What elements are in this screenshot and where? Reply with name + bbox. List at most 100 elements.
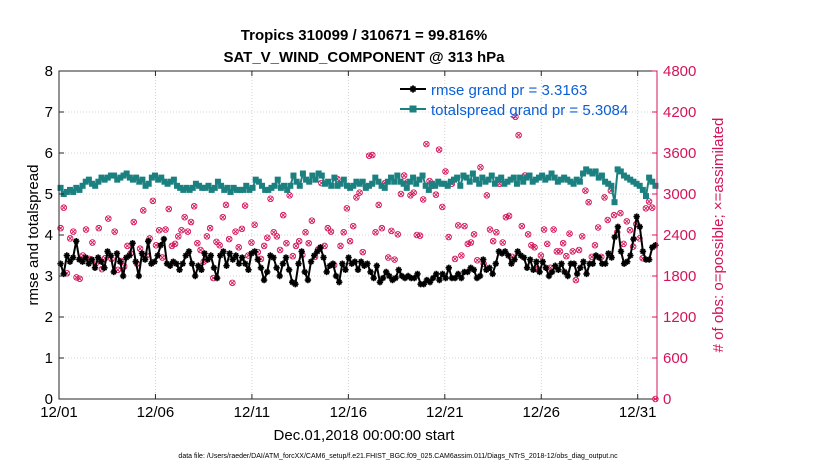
obs-assimilated-cross xyxy=(357,190,363,196)
obs-assimilated-cross xyxy=(560,240,566,246)
obs-assimilated-cross xyxy=(220,214,226,220)
rmse-point xyxy=(577,264,584,271)
obs-count-marker xyxy=(569,248,576,255)
rmse-point xyxy=(536,268,543,276)
rmse-point xyxy=(69,254,77,261)
totalspread-point xyxy=(57,184,64,191)
left-y-tick-label: 8 xyxy=(45,63,53,80)
left-y-tick-label: 5 xyxy=(45,186,53,203)
rmse-point xyxy=(370,274,377,282)
obs-count-marker xyxy=(280,211,287,219)
totalspread-point xyxy=(350,182,357,189)
right-y-tick-label: 4200 xyxy=(663,104,696,121)
totalspread-point xyxy=(454,174,461,181)
rmse-point xyxy=(617,248,625,255)
obs-count-marker xyxy=(384,254,392,261)
obs-possible-circle xyxy=(493,229,500,236)
totalspread-point xyxy=(343,182,350,189)
obs-possible-circle xyxy=(524,231,532,238)
obs-possible-circle xyxy=(280,211,287,219)
obs-possible-circle xyxy=(458,252,465,259)
totalspread-point xyxy=(435,178,442,185)
obs-assimilated-cross xyxy=(627,227,633,233)
rmse-point xyxy=(511,256,518,263)
obs-possible-circle xyxy=(66,235,74,242)
obs-possible-circle xyxy=(190,203,198,210)
obs-count-marker xyxy=(343,205,351,212)
obs-assimilated-cross xyxy=(646,198,652,205)
totalspread-point xyxy=(76,186,83,193)
obs-possible-circle xyxy=(566,230,573,237)
rmse-point xyxy=(564,272,571,280)
obs-possible-circle xyxy=(82,226,90,233)
rmse-point xyxy=(480,256,487,263)
obs-assimilated-cross xyxy=(341,229,347,235)
obs-count-marker xyxy=(556,248,564,255)
obs-count-marker xyxy=(340,229,347,236)
totalspread-point xyxy=(438,180,445,187)
obs-assimilated-cross xyxy=(605,217,611,223)
obs-assimilated-cross xyxy=(442,168,448,174)
totalspread-point xyxy=(334,182,341,189)
obs-count-marker xyxy=(623,218,631,225)
obs-assimilated-cross xyxy=(417,233,423,239)
rmse-point xyxy=(135,272,143,280)
totalspread-point xyxy=(170,176,177,183)
rmse-point xyxy=(91,264,99,271)
obs-count-marker xyxy=(467,239,475,246)
rmse-point xyxy=(354,266,362,274)
rmse-point xyxy=(295,260,302,267)
totalspread-point xyxy=(177,184,184,191)
obs-possible-circle xyxy=(356,189,363,196)
rmse-point xyxy=(561,268,568,276)
totalspread-point xyxy=(592,168,599,175)
obs-possible-circle xyxy=(454,222,462,229)
totalspread-point xyxy=(104,174,111,181)
rmse-point xyxy=(423,276,431,284)
rmse-point xyxy=(439,270,446,278)
totalspread-point xyxy=(303,176,310,183)
obs-count-marker xyxy=(563,252,570,260)
totalspread-point xyxy=(491,180,498,187)
obs-possible-circle xyxy=(540,226,548,233)
obs-possible-circle xyxy=(537,252,545,259)
obs-count-marker xyxy=(464,240,471,248)
obs-possible-circle xyxy=(89,239,96,246)
obs-possible-circle xyxy=(60,204,68,211)
obs-count-marker xyxy=(435,146,443,153)
totalspread-point xyxy=(252,176,259,183)
totalspread-point xyxy=(299,170,306,177)
rmse-point xyxy=(429,274,437,282)
rmse-point xyxy=(464,268,471,276)
obs-assimilated-cross xyxy=(188,219,194,225)
obs-assimilated-cross xyxy=(388,228,394,234)
obs-assimilated-cross xyxy=(433,192,439,198)
totalspread-point xyxy=(293,178,300,185)
totalspread-point xyxy=(485,176,492,183)
totalspread-point xyxy=(627,176,634,183)
right-y-tick-label: 600 xyxy=(663,350,688,367)
obs-count-marker xyxy=(267,195,274,203)
rmse-point xyxy=(476,272,484,280)
obs-count-marker xyxy=(283,239,290,247)
obs-assimilated-cross xyxy=(264,235,270,241)
totalspread-point xyxy=(488,172,495,179)
rmse-point xyxy=(148,260,155,267)
obs-count-marker xyxy=(111,228,118,235)
obs-count-marker xyxy=(540,226,548,233)
totalspread-point xyxy=(589,170,596,177)
rmse-point xyxy=(645,256,653,263)
obs-assimilated-cross xyxy=(519,223,525,229)
totalspread-point xyxy=(614,166,621,173)
obs-assimilated-cross xyxy=(586,199,592,205)
obs-assimilated-cross xyxy=(178,227,184,233)
obs-assimilated-cross xyxy=(226,236,232,242)
totalspread-point xyxy=(450,176,457,183)
obs-count-marker xyxy=(369,151,376,159)
totalspread-point xyxy=(142,182,149,189)
totalspread-point xyxy=(567,178,574,185)
totalspread-point xyxy=(608,182,615,189)
totalspread-point xyxy=(315,170,322,177)
totalspread-point xyxy=(403,184,410,191)
obs-assimilated-cross xyxy=(223,202,229,208)
